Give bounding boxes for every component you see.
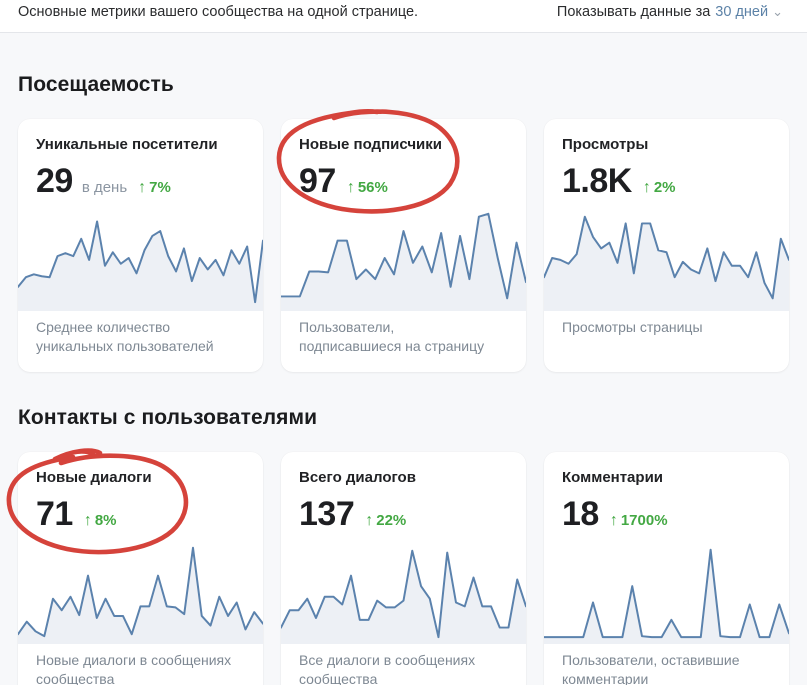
period-label: Показывать данные за <box>556 4 711 20</box>
metric-card-comments: Комментарии 18 ↑ 1700% Пользователи, оста… <box>544 452 789 685</box>
content-area: Посещаемость Уникальные посетители 29 в … <box>0 73 807 685</box>
sparkline-chart <box>18 546 263 644</box>
metric-unit: в день <box>81 179 128 196</box>
metric-value: 97 <box>299 162 336 200</box>
section-title-contacts: Контакты с пользователями <box>18 406 318 429</box>
up-arrow-icon: ↑ <box>642 179 651 196</box>
metric-card-new-subscribers: Новые подписчики 97 ↑ 56% Пользователи, п… <box>276 109 526 372</box>
metric-value: 18 <box>562 495 599 533</box>
metric-delta-value: 2% <box>653 179 676 196</box>
metric-card-title: Всего диалогов <box>299 469 416 486</box>
metric-value: 1.8K <box>562 162 632 200</box>
up-arrow-icon: ↑ <box>346 179 355 196</box>
metric-value: 29 <box>36 162 73 200</box>
up-arrow-icon: ↑ <box>609 512 618 529</box>
metric-delta-value: 22% <box>376 512 407 529</box>
metric-card-caption: Пользователи, подписавшиеся на страницу <box>299 319 485 354</box>
metric-delta: ↑ 56% <box>347 179 388 197</box>
metric-delta: ↑ 22% <box>365 512 406 530</box>
metric-delta-value: 56% <box>357 179 388 196</box>
metric-card-new-dialogs: Новые диалоги 71 ↑ 8% Новые диалоги в соо… <box>6 448 263 685</box>
period-value[interactable]: 30 дней <box>715 4 769 20</box>
metric-delta-value: 7% <box>149 179 171 196</box>
metric-delta: ↑ 8% <box>84 512 117 530</box>
sparkline-chart <box>544 215 789 311</box>
chevron-down-icon[interactable]: ⌄ <box>772 4 783 19</box>
section-title-visits: Посещаемость <box>18 73 174 96</box>
contacts-cards-row: Новые диалоги 71 ↑ 8% Новые диалоги в соо… <box>6 448 789 685</box>
sparkline-chart <box>544 548 789 644</box>
metric-delta: ↑ 2% <box>643 179 676 197</box>
metric-card-caption: Просмотры страницы <box>562 319 703 335</box>
sparkline-chart <box>281 212 526 311</box>
metric-card-title: Новые подписчики <box>299 136 442 153</box>
metric-card-title: Новые диалоги <box>36 469 152 486</box>
page-subtitle: Основные метрики вашего сообщества на од… <box>18 4 419 20</box>
visits-cards-row: Уникальные посетители 29 в день ↑ 7% Сред… <box>18 109 789 372</box>
sparkline-chart <box>281 549 526 644</box>
metric-card-title: Комментарии <box>562 469 664 486</box>
sparkline-chart <box>18 220 263 311</box>
metric-delta-value: 8% <box>94 512 117 529</box>
metric-delta: ↑ 1700% <box>610 512 668 530</box>
toolbar: Основные метрики вашего сообщества на од… <box>0 0 807 33</box>
period-selector[interactable]: Показывать данные за 30 дней ⌄ <box>557 4 783 20</box>
up-arrow-icon: ↑ <box>83 512 92 529</box>
metric-card-unique-visitors: Уникальные посетители 29 в день ↑ 7% Сред… <box>18 119 263 372</box>
metric-card-caption: Среднее количество уникальных пользовате… <box>36 319 214 354</box>
metric-card-caption: Пользователи, оставившие комментарии <box>562 652 740 685</box>
metric-delta-value: 1700% <box>620 512 668 529</box>
metric-card-title: Уникальные посетители <box>36 136 218 153</box>
metric-card-caption: Новые диалоги в сообщениях сообщества <box>36 652 232 685</box>
up-arrow-icon: ↑ <box>365 512 374 529</box>
metric-card-views: Просмотры 1.8K ↑ 2% Просмотры страницы <box>544 119 789 372</box>
metric-value: 137 <box>299 495 355 533</box>
metric-card-total-dialogs: Всего диалогов 137 ↑ 22% Все диалоги в со… <box>281 452 526 685</box>
metric-card-title: Просмотры <box>562 136 649 153</box>
up-arrow-icon: ↑ <box>138 179 147 196</box>
metric-delta: ↑ 7% <box>138 179 171 197</box>
metric-card-caption: Все диалоги в сообщениях сообщества <box>299 652 476 685</box>
metric-value: 71 <box>36 495 73 533</box>
